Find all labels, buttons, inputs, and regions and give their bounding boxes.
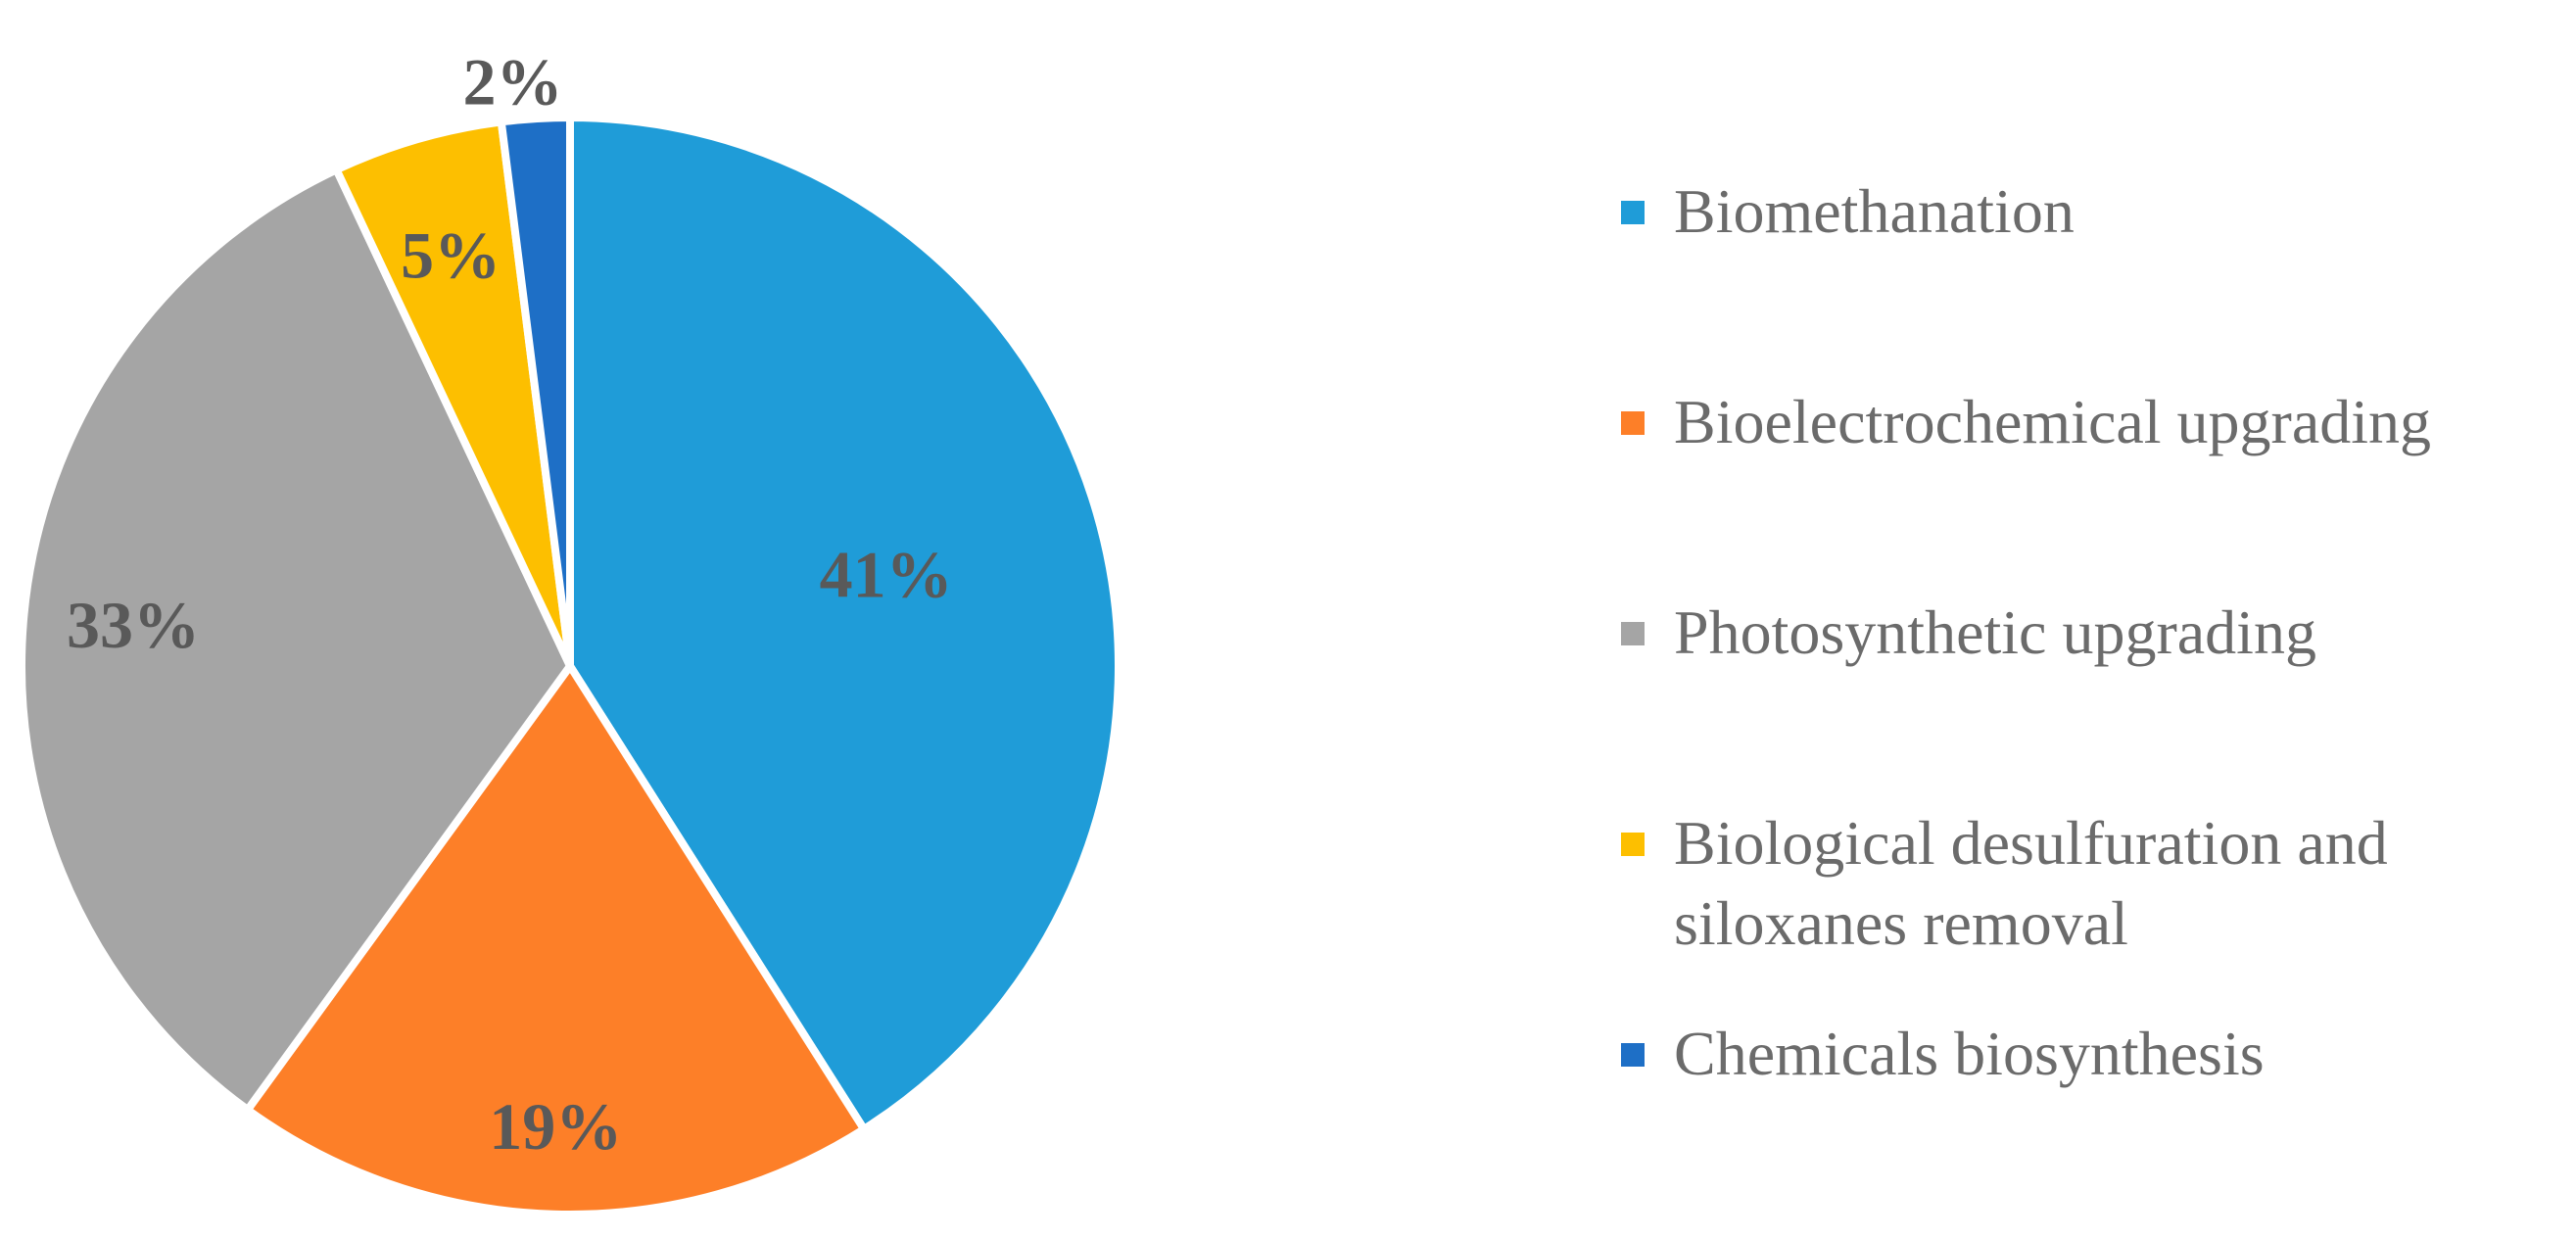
legend-item-1: Bioelectrochemical upgrading — [1621, 382, 2431, 462]
legend-swatch — [1621, 1043, 1645, 1067]
legend-swatch — [1621, 622, 1645, 645]
legend-label: Photosynthetic upgrading — [1674, 597, 2316, 667]
legend-item-3: Biological desulfuration and siloxanes r… — [1621, 803, 2388, 964]
pie-plot-area: 41% 19% 33% 5% 2% — [18, 45, 1122, 1218]
slice-label-1: 19% — [489, 1089, 622, 1164]
legend-swatch — [1621, 833, 1645, 856]
legend-label: Bioelectrochemical upgrading — [1674, 387, 2432, 456]
legend-item-2: Photosynthetic upgrading — [1621, 593, 2316, 673]
legend: Biomethanation Bioelectrochemical upgradi… — [1621, 0, 2561, 1239]
legend-swatch — [1621, 411, 1645, 435]
pie-slice-4 — [497, 114, 574, 670]
slice-label-4: 2% — [463, 45, 563, 119]
legend-label: Chemicals biosynthesis — [1674, 1019, 2265, 1088]
slice-label-2: 33% — [67, 588, 200, 662]
slice-label-3: 5% — [401, 218, 501, 293]
legend-item-4: Chemicals biosynthesis — [1621, 1014, 2265, 1094]
pie-slice-1 — [243, 662, 869, 1218]
legend-label: Biological desulfuration and siloxanes r… — [1674, 808, 2388, 958]
pie-slice-2 — [18, 166, 574, 1115]
legend-swatch — [1621, 201, 1645, 224]
legend-label: Biomethanation — [1674, 176, 2075, 246]
slice-label-0: 41% — [820, 537, 953, 611]
legend-item-0: Biomethanation — [1621, 171, 2075, 252]
